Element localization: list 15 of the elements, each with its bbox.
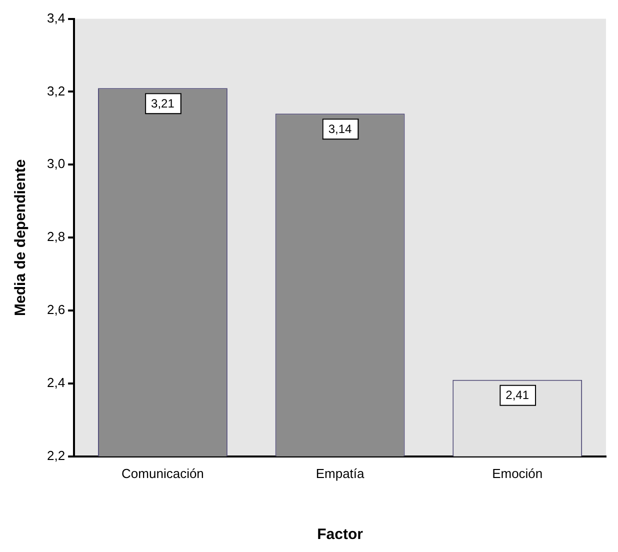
y-tick-label: 2,8	[46, 229, 66, 244]
data-label: 3,14	[328, 122, 352, 136]
data-label: 2,41	[506, 388, 530, 402]
y-axis-title: Media de dependiente	[12, 159, 30, 316]
data-label: 3,21	[151, 96, 175, 110]
x-tick-label: Comunicación	[122, 466, 204, 481]
y-tick-label: 3,2	[46, 83, 66, 98]
y-tick-label: 3,0	[46, 156, 66, 172]
y-tick-label: 2,2	[46, 448, 66, 463]
x-tick-label: Empatía	[316, 466, 366, 481]
x-axis-title: Factor	[317, 526, 364, 544]
y-tick-label: 2,6	[46, 302, 66, 318]
x-tick-label: Emoción	[492, 466, 543, 481]
y-tick-label: 2,4	[46, 375, 66, 390]
y-tick-label: 3,4	[46, 10, 66, 26]
